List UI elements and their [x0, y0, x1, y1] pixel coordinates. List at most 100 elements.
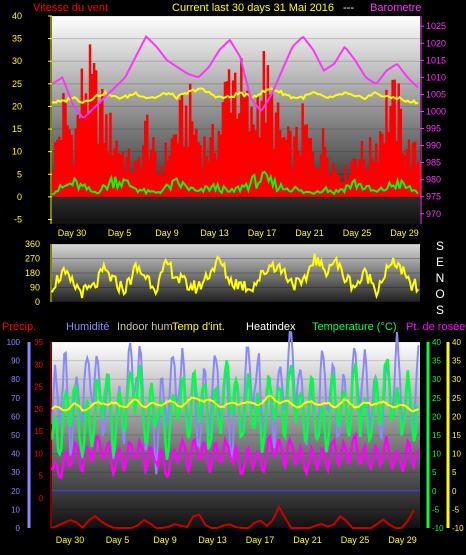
x-tick-label: Day 13: [200, 228, 229, 238]
gust-bar: [236, 118, 239, 197]
gust-bar: [289, 130, 292, 197]
gust-bar: [231, 80, 235, 197]
gust-bar: [381, 133, 384, 197]
x-tick-label: Day 21: [293, 535, 322, 545]
temp-tick-label-inner: -5: [432, 505, 440, 514]
gust-bar: [137, 156, 141, 197]
gust-bar: [391, 79, 394, 197]
precip-axis: 35 30 25 20 15 10 5 0: [34, 338, 52, 528]
gust-bar: [191, 121, 194, 197]
precip-tick-label: 15: [34, 427, 43, 436]
humidity-tick-label: 80: [11, 375, 20, 384]
right-tick-label: 995: [426, 124, 441, 134]
gust-bar: [370, 158, 374, 197]
gust-bar: [115, 140, 118, 197]
gust-bar: [379, 131, 382, 197]
gust-bar: [219, 134, 223, 197]
baro-title: Barometre: [370, 2, 421, 14]
indoor-temp-series: [51, 87, 419, 105]
humidity-tick-label: 10: [11, 505, 20, 514]
direction-tick-label: 90: [30, 283, 40, 293]
baro-series: [51, 34, 419, 119]
x-tick-label: Day 21: [295, 228, 324, 238]
gust-bar: [238, 113, 241, 197]
temp-int-header: Temp d'int.: [172, 321, 225, 333]
right-tick-label: 1020: [426, 38, 446, 48]
gust-bar: [141, 145, 145, 197]
humidity-tick-label: 40: [11, 450, 20, 459]
gust-bar: [403, 155, 407, 197]
precip-tick-label: 20: [34, 405, 43, 414]
gust-bar: [375, 143, 378, 197]
x-tick-label: Day 9: [155, 228, 179, 238]
gust-bar: [336, 173, 339, 197]
x-tick-label: Day 25: [343, 228, 372, 238]
humidity-tick-label: 90: [11, 357, 20, 366]
x-tick-label: Day 29: [390, 228, 419, 238]
wind-title: Vitesse du vent: [33, 2, 108, 14]
wind-axis-left: 40 35 30 25 20 15 10 5 0 -5: [12, 11, 52, 224]
gust-bar: [305, 124, 308, 197]
gust-bar: [174, 134, 178, 197]
gust-bar: [266, 65, 270, 197]
gust-bar: [221, 102, 225, 197]
gust-bar: [86, 113, 90, 197]
temp-tick-label-outer: 5: [452, 468, 457, 477]
temp-tick-label-outer: -5: [452, 505, 460, 514]
gust-bar: [66, 125, 69, 197]
temp-tick-label-inner: 30: [432, 375, 441, 384]
gust-bar: [348, 174, 351, 197]
gust-bar: [203, 136, 206, 197]
right-tick-label: 980: [426, 175, 441, 185]
gust-bar: [70, 134, 73, 197]
left-tick-label: 0: [17, 192, 22, 202]
right-tick-label: 990: [426, 141, 441, 151]
temperature-line: [50, 358, 420, 460]
humidity-tick-label: 30: [11, 468, 20, 477]
gust-bar: [205, 155, 208, 197]
temp-tick-label-outer: 20: [452, 412, 461, 421]
gust-bar: [393, 79, 396, 197]
left-tick-label: 40: [12, 11, 22, 21]
temp-tick-label-inner: 40: [432, 338, 441, 347]
gust-bar: [330, 175, 333, 197]
temp-int-line: [51, 394, 420, 413]
gust-bar: [129, 171, 133, 197]
direction-axis-left: 360 270 180 90 0: [25, 239, 52, 307]
x-tick-label: Day 5: [108, 228, 132, 238]
gust-bar: [401, 153, 405, 197]
gust-bar: [254, 130, 257, 197]
gust-bar: [383, 143, 386, 197]
gust-bar: [309, 138, 313, 197]
temp-x-axis: Day 30 Day 5 Day 9 Day 13 Day 17 Day 21 Day 25…: [56, 535, 417, 545]
x-tick-label: Day 17: [248, 228, 277, 238]
gust-bar: [144, 120, 147, 197]
humidity-tick-label: 0: [16, 524, 21, 533]
temp-tick-label-outer: 15: [452, 431, 461, 440]
gust-bar: [319, 154, 323, 197]
gust-bar: [76, 114, 79, 197]
humidity-tick-label: 70: [11, 394, 20, 403]
gust-bar: [111, 155, 114, 197]
gust-bar: [317, 169, 321, 197]
gust-bar: [264, 122, 268, 197]
temp-tick-label-outer: 10: [452, 450, 461, 459]
gust-bar: [178, 99, 182, 197]
gust-bar: [366, 169, 370, 197]
gust-bar: [358, 159, 362, 197]
gust-bar: [103, 142, 106, 197]
gust-bar: [372, 161, 376, 197]
gust-bar: [268, 94, 272, 197]
left-tick-label: 15: [12, 124, 22, 134]
gust-bar: [109, 112, 112, 197]
left-tick-label: -5: [14, 214, 22, 224]
wind-avg-area: [51, 170, 419, 196]
gust-bar: [321, 128, 325, 197]
gust-bar: [409, 169, 413, 197]
gust-bar: [301, 103, 304, 197]
gust-bar: [113, 148, 116, 197]
direction-series: [51, 253, 420, 300]
temperature-series: [50, 358, 420, 460]
dewpoint-series: [50, 430, 420, 479]
